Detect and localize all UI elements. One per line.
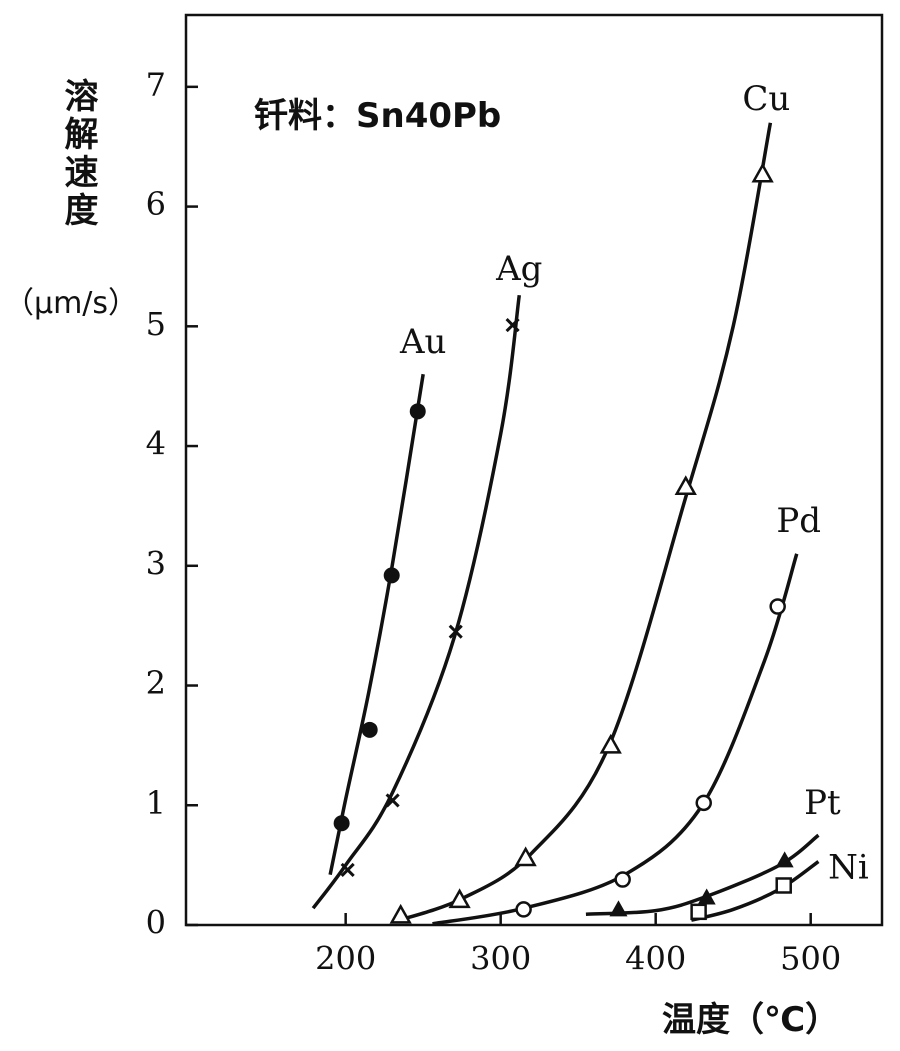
fit-curve xyxy=(690,860,820,922)
marker xyxy=(674,475,697,496)
x-axis-label: 温度（℃） xyxy=(662,1000,840,1040)
fit-curve xyxy=(432,553,799,926)
marker xyxy=(385,793,400,808)
y-tick-label: 0 xyxy=(146,904,166,942)
y-tick-label: 7 xyxy=(146,65,166,103)
fit-curve xyxy=(311,294,522,910)
series-label: Au xyxy=(399,322,446,362)
y-axis-unit: （μm/s） xyxy=(4,286,139,321)
marker xyxy=(515,901,532,918)
y-tick-label: 3 xyxy=(146,544,166,582)
marker xyxy=(751,162,774,183)
marker xyxy=(333,815,350,832)
y-tick-label: 5 xyxy=(146,305,166,343)
series-label: Ag xyxy=(495,249,542,289)
y-tick-label: 6 xyxy=(146,185,166,223)
marker xyxy=(695,794,712,812)
marker xyxy=(409,403,426,420)
marker xyxy=(690,903,707,921)
fit-curve xyxy=(328,373,425,876)
x-tick-label: 300 xyxy=(470,940,531,978)
series-label: Pt xyxy=(804,783,841,823)
marker xyxy=(383,567,400,584)
series-label: Cu xyxy=(742,79,790,119)
marker xyxy=(697,888,716,905)
marker xyxy=(361,721,378,738)
marker xyxy=(769,598,786,615)
marker xyxy=(448,888,471,909)
x-tick-label: 500 xyxy=(780,940,841,978)
marker xyxy=(505,318,520,333)
annotation: 钎料：Sn40Pb xyxy=(254,96,502,136)
y-tick-label: 4 xyxy=(146,425,166,463)
marker xyxy=(514,846,537,867)
plot-frame xyxy=(184,13,884,927)
y-tick-label: 2 xyxy=(146,664,166,702)
y-tick-label: 1 xyxy=(146,784,166,822)
series-label: Pd xyxy=(776,501,821,541)
marker xyxy=(340,862,355,877)
marker xyxy=(389,903,412,924)
marker xyxy=(448,624,463,639)
series-label: Ni xyxy=(828,848,869,888)
marker xyxy=(775,877,792,894)
marker xyxy=(599,733,622,754)
y-axis-label: 溶解速度 xyxy=(58,78,98,230)
fit-curve xyxy=(394,122,773,924)
marker xyxy=(775,851,794,868)
x-tick-label: 400 xyxy=(625,940,686,978)
marker xyxy=(609,900,628,917)
marker xyxy=(614,871,631,888)
x-tick-label: 200 xyxy=(315,940,376,978)
